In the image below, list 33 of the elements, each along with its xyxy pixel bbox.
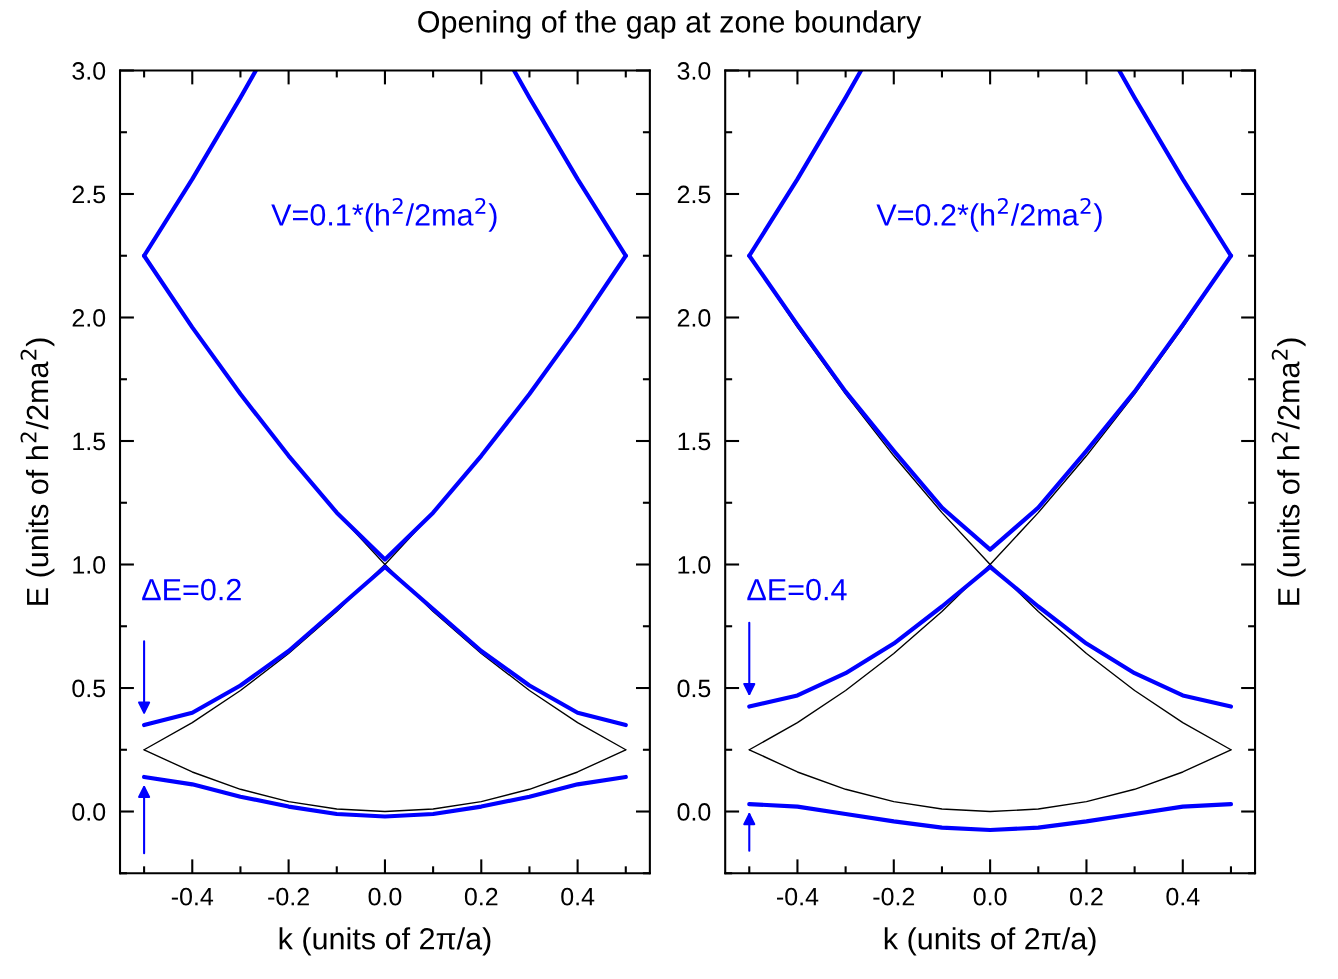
y-tick-label: 2.5 — [677, 185, 711, 204]
y-tick-label: 3.0 — [72, 62, 106, 80]
y-tick-label: 0.5 — [677, 679, 711, 698]
y-axis-title: E (units of h$^{2}$/2ma$^{2}$) — [20, 338, 55, 605]
x-tick-label: 0.2 — [464, 887, 498, 906]
x-tick-label: 0.0 — [368, 887, 402, 906]
y-tick-label: 1.5 — [73, 432, 106, 451]
y-tick-label: 2.0 — [677, 309, 711, 327]
y-tick-label: 0.5 — [72, 679, 106, 698]
x-tick-label: -0.2 — [268, 887, 309, 906]
annotation: ΔE=0.4 — [747, 578, 847, 601]
y-tick-label: 0.0 — [72, 803, 106, 821]
x-axis-title: k (units of 2π/a) — [279, 927, 491, 956]
x-axis-title: k (units of 2π/a) — [884, 927, 1096, 956]
chart-title: Opening of the gap at zone boundary — [418, 10, 922, 39]
y-tick-label: 1.5 — [678, 432, 711, 451]
x-tick-label: 0.4 — [561, 887, 595, 906]
annotation: V=0.2*(h$^{2}$/2ma$^{2}$) — [876, 197, 1102, 232]
y-tick-label: 2.5 — [72, 185, 106, 204]
y-axis-title: E (units of h$^{2}$/2ma$^{2}$) — [1271, 338, 1306, 605]
x-tick-label: -0.2 — [873, 887, 915, 906]
x-tick-label: 0.0 — [973, 887, 1007, 906]
x-tick-label: 0.2 — [1070, 887, 1103, 906]
y-tick-label: 3.0 — [677, 62, 711, 80]
y-tick-label: 0.0 — [677, 803, 711, 821]
x-tick-label: -0.4 — [171, 887, 214, 906]
y-tick-label: 1.0 — [73, 556, 106, 574]
x-tick-label: 0.4 — [1166, 887, 1200, 906]
annotation: ΔE=0.2 — [142, 578, 241, 601]
annotation: V=0.1*(h$^{2}$/2ma$^{2}$) — [271, 197, 497, 232]
y-tick-label: 1.0 — [678, 556, 711, 574]
y-tick-label: 2.0 — [72, 309, 106, 327]
x-tick-label: -0.4 — [777, 887, 819, 906]
